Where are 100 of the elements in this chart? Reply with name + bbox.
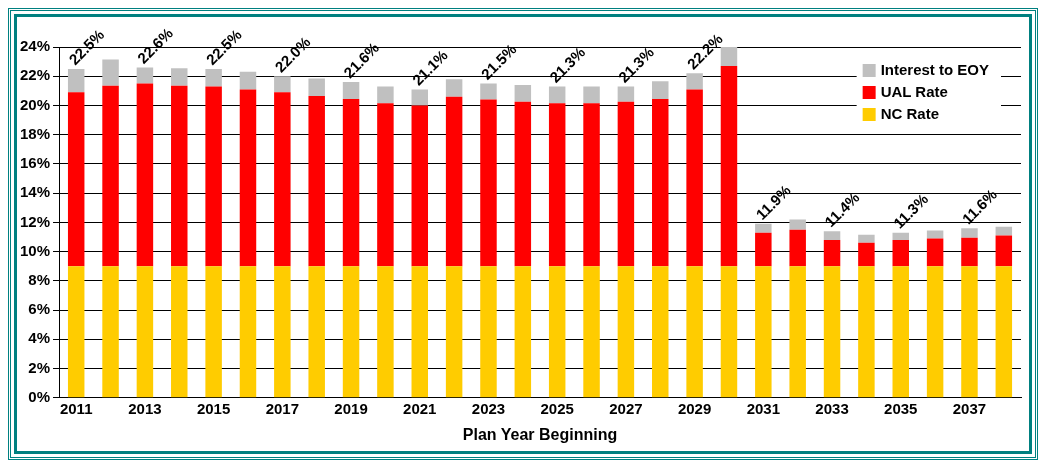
bar	[686, 73, 703, 90]
bar	[136, 67, 154, 84]
x-tick-label: 2019	[334, 399, 368, 417]
x-tick-label: 2033	[815, 399, 849, 417]
bar	[205, 266, 222, 398]
y-tick-label: 0%	[28, 387, 51, 405]
y-tick-label: 20%	[19, 95, 51, 113]
bar	[755, 266, 772, 398]
bar	[480, 83, 497, 100]
bar	[617, 86, 635, 102]
legend-label: UAL Rate	[880, 83, 948, 101]
bar	[652, 81, 669, 99]
bar	[755, 232, 772, 267]
bar	[995, 226, 1013, 236]
bar	[377, 86, 394, 104]
bar	[789, 229, 806, 267]
legend-label: Interest to EOY	[880, 61, 989, 79]
bar	[171, 68, 188, 86]
bar	[205, 86, 222, 267]
bar	[342, 98, 360, 267]
bar	[926, 238, 944, 267]
bar	[961, 266, 978, 398]
bar	[892, 239, 909, 267]
x-tick-label: 2037	[952, 399, 987, 417]
bar	[548, 86, 566, 104]
bar	[377, 266, 394, 398]
bar	[583, 266, 600, 398]
bar	[136, 266, 154, 398]
bar	[342, 82, 360, 99]
bar	[652, 266, 669, 398]
bar	[961, 237, 978, 267]
x-tick-label: 2029	[677, 399, 712, 417]
y-tick-label: 6%	[28, 300, 51, 318]
bar	[67, 68, 85, 93]
bar	[239, 89, 257, 267]
bar	[205, 68, 222, 87]
bar	[823, 266, 841, 398]
bar	[171, 266, 188, 398]
bar	[583, 103, 600, 267]
bar	[720, 266, 738, 398]
bar	[445, 266, 463, 398]
bar	[102, 59, 119, 86]
y-tick-label: 10%	[19, 241, 51, 259]
x-tick-label: 2027	[609, 399, 643, 417]
x-tick-label: 2023	[471, 399, 506, 417]
y-tick-label: 8%	[28, 271, 51, 289]
bar	[514, 101, 532, 267]
bar	[995, 235, 1013, 267]
bar	[102, 85, 119, 267]
bar	[67, 266, 85, 398]
y-tick-label: 2%	[28, 358, 51, 376]
bar	[995, 266, 1013, 398]
bar	[858, 266, 875, 398]
bar	[308, 266, 325, 398]
x-tick-label: 2025	[540, 399, 574, 417]
bar	[823, 231, 841, 240]
bar	[342, 266, 360, 398]
bar	[548, 103, 566, 267]
legend-label: NC Rate	[880, 105, 939, 123]
bar	[858, 242, 875, 267]
bar	[102, 266, 119, 398]
bar	[789, 219, 806, 230]
bar	[755, 223, 772, 233]
x-axis-title: Plan Year Beginning	[462, 425, 618, 443]
bar	[411, 105, 429, 267]
y-tick-label: 16%	[19, 154, 51, 172]
bar	[858, 234, 875, 243]
bar	[136, 83, 154, 267]
bar	[308, 78, 325, 96]
x-tick-label: 2011	[59, 399, 93, 417]
bar	[686, 89, 703, 267]
bar	[926, 266, 944, 398]
y-tick-label: 12%	[19, 212, 51, 230]
bar	[411, 89, 429, 106]
x-tick-label: 2015	[196, 399, 231, 417]
bar	[274, 266, 291, 398]
bar	[514, 85, 532, 102]
x-tick-label: 2021	[403, 399, 437, 417]
bar	[961, 228, 978, 238]
y-tick-label: 4%	[28, 329, 51, 347]
x-tick-label: 2031	[746, 399, 781, 417]
bar	[823, 239, 841, 267]
bar	[445, 96, 463, 267]
bar	[377, 103, 394, 267]
bar	[274, 76, 291, 93]
bar	[274, 92, 291, 267]
bar	[411, 266, 429, 398]
bar	[480, 266, 497, 398]
bar	[617, 266, 635, 398]
y-tick-label: 18%	[19, 124, 51, 142]
bar	[171, 85, 188, 267]
bar	[892, 232, 909, 240]
bar	[308, 95, 325, 267]
x-tick-label: 2013	[128, 399, 162, 417]
bar	[239, 266, 257, 398]
bar	[617, 101, 635, 267]
y-tick-label: 24%	[19, 37, 51, 55]
bar	[480, 99, 497, 267]
x-tick-label: 2035	[884, 399, 918, 417]
bar	[892, 266, 909, 398]
